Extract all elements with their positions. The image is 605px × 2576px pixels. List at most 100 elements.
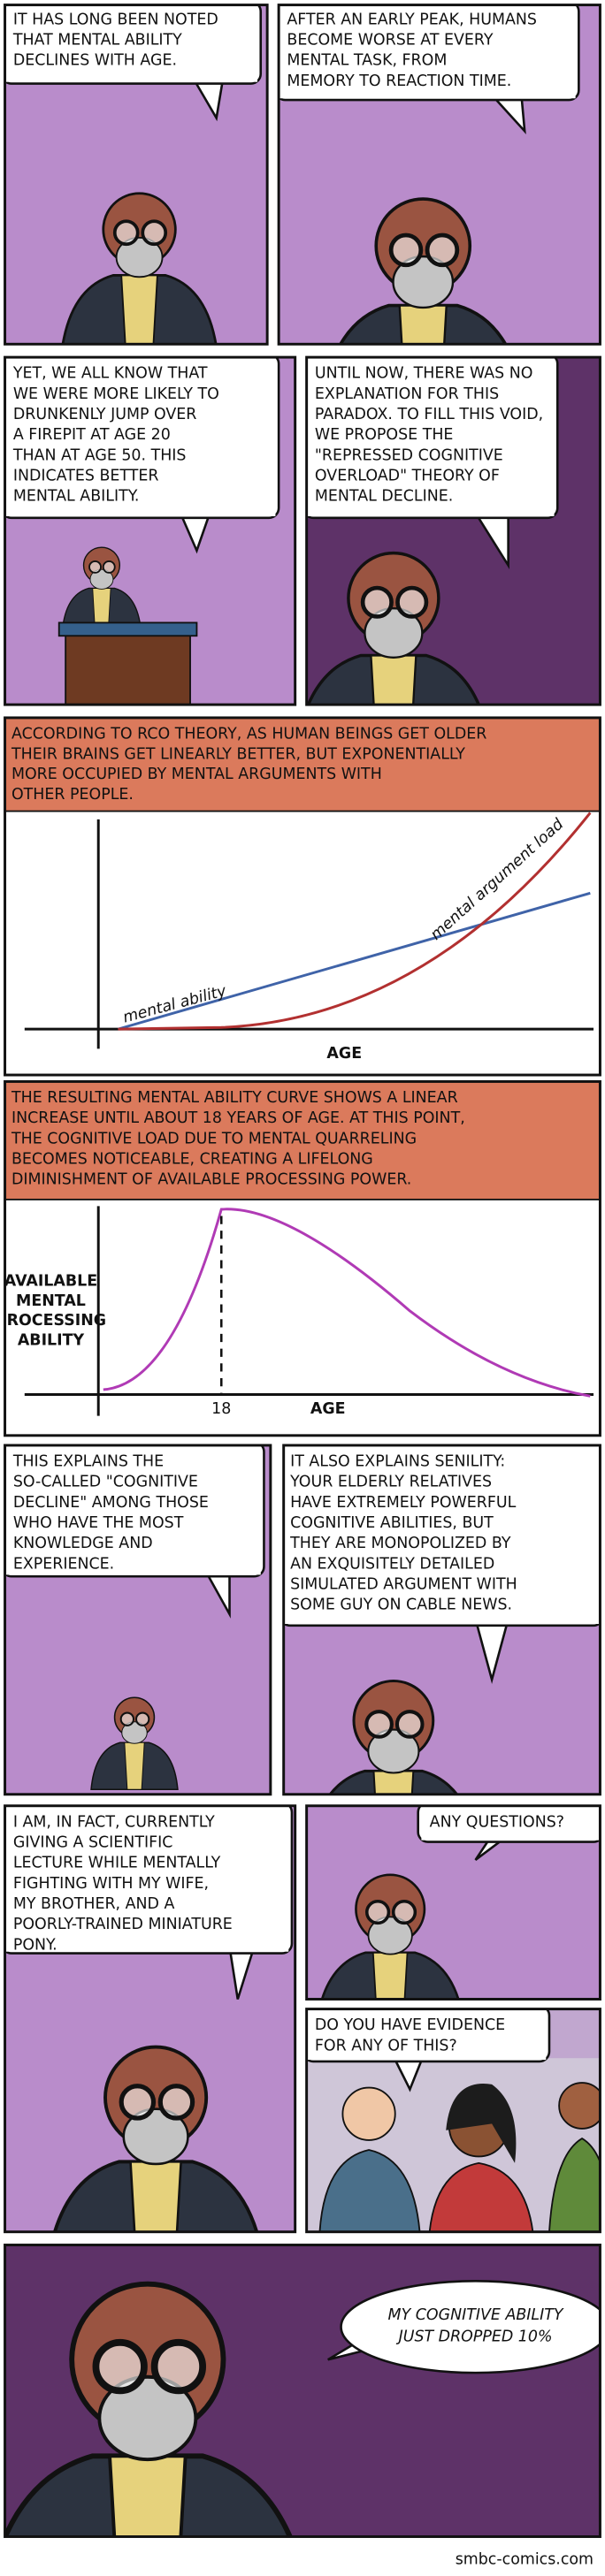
caption-line: A FIREPIT AT AGE 20 <box>13 426 171 444</box>
panel-border <box>4 355 297 706</box>
panel-border <box>4 1804 297 2234</box>
caption-line: AVAILABLE <box>4 1273 97 1291</box>
caption-line: FOR ANY OF THIS? <box>315 2037 457 2054</box>
panel: IT ALSO EXPLAINS SENILITY: YOUR ELDERLY R… <box>283 1444 601 1795</box>
audience-body <box>318 2149 421 2232</box>
caption-line: EXPLANATION FOR THIS <box>315 385 499 403</box>
caption-band <box>4 717 601 812</box>
speech-bubble <box>283 1444 601 1627</box>
caption-line: POORLY-TRAINED MINIATURE <box>13 1916 233 1933</box>
caption-line: MENTAL <box>16 1292 86 1310</box>
caption-line: EXPERIENCE. <box>13 1555 114 1573</box>
panel-border <box>282 1444 601 1796</box>
speech-bubble <box>4 357 280 520</box>
panel-border <box>4 1079 601 1437</box>
caption-line: MY BROTHER, AND A <box>13 1895 175 1913</box>
caption-line: MY COGNITIVE ABILITY <box>388 2306 564 2324</box>
speech-bubble <box>4 1805 294 1955</box>
caption-line: AFTER AN EARLY PEAK, HUMANS <box>287 11 537 28</box>
panel: ACCORDING TO RCO THEORY, AS HUMAN BEINGS… <box>4 717 601 1076</box>
caption-line: COGNITIVE ABILITIES, BUT <box>290 1514 494 1532</box>
caption-line: "REPRESSED COGNITIVE <box>315 446 503 464</box>
panel-border <box>305 1804 601 2001</box>
caption-line: IT ALSO EXPLAINS SENILITY: <box>290 1452 505 1470</box>
caption-line: INCREASE UNTIL ABOUT 18 YEARS OF AGE. AT… <box>11 1109 465 1127</box>
panel: ANY QUESTIONS? <box>306 1805 601 2000</box>
caption-line: KNOWLEDGE AND <box>13 1535 153 1552</box>
tail-join <box>4 1947 289 1952</box>
caption-line: JUST DROPPED 10% <box>396 2328 553 2345</box>
x-tick-label: 18 <box>211 1400 231 1418</box>
caption-line: BECOME WORSE AT EVERY <box>287 31 494 49</box>
caption-line: SIMULATED ARGUMENT WITH <box>290 1576 517 1594</box>
caption-line: INDICATES BETTER <box>13 468 159 485</box>
caption-line: OTHER PEOPLE. <box>11 786 134 804</box>
panel: YET, WE ALL KNOW THAT WE WERE MORE LIKELY… <box>4 357 295 705</box>
caption-line: BECOMES NOTICEABLE, CREATING A LIFELONG <box>11 1150 373 1168</box>
caption-line: ABILITY <box>18 1331 85 1349</box>
speech-bubble <box>4 4 263 85</box>
caption-line: THIS EXPLAINS THE <box>12 1452 164 1470</box>
panel-border <box>4 2244 601 2538</box>
x-axis-label: AGE <box>326 1045 362 1063</box>
x-axis-label: AGE <box>310 1400 346 1418</box>
caption-line: WHO HAVE THE MOST <box>13 1514 184 1532</box>
caption-line: DECLINE" AMONG THOSE <box>13 1494 209 1512</box>
panel: MY COGNITIVE ABILITY JUST DROPPED 10% <box>4 2244 601 2576</box>
caption-line: ACCORDING TO RCO THEORY, AS HUMAN BEINGS… <box>11 725 486 743</box>
panel: AFTER AN EARLY PEAK, HUMANS BECOME WORSE … <box>279 4 601 345</box>
caption-line: THEY ARE MONOPOLIZED BY <box>289 1535 511 1552</box>
tail-join <box>4 77 258 82</box>
caption-line: DECLINES WITH AGE. <box>13 52 177 70</box>
caption-line: FIGHTING WITH MY WIFE, <box>13 1875 209 1893</box>
panel-border <box>4 1444 272 1796</box>
panel: THE RESULTING MENTAL ABILITY CURVE SHOWS… <box>0 1081 601 1436</box>
podium-top <box>57 621 198 637</box>
audience-hair <box>446 2084 517 2163</box>
caption-line: OVERLOAD" THEORY OF <box>315 468 500 485</box>
caption-line: SOME GUY ON CABLE NEWS. <box>290 1597 512 1614</box>
caption-line: MEMORY TO REACTION TIME. <box>287 72 511 90</box>
panel-border <box>277 4 601 346</box>
tail-join <box>4 1569 261 1575</box>
panel-border <box>4 716 601 1077</box>
caption-line: IT HAS LONG BEEN NOTED <box>13 11 218 28</box>
tail-join <box>4 511 276 516</box>
speech-bubble <box>306 357 559 520</box>
caption-line: PONY. <box>13 1936 57 1954</box>
speech-bubble <box>4 1444 265 1578</box>
audience-body <box>548 2137 601 2232</box>
caption-line: MENTAL TASK, FROM <box>287 52 447 70</box>
caption-line: WE PROPOSE THE <box>315 426 454 444</box>
speech-bubble <box>340 2280 601 2374</box>
tail-join <box>283 1619 601 1624</box>
caption-line: DIMINISHMENT OF AVAILABLE PROCESSING POW… <box>11 1171 411 1189</box>
caption-line: AN EXQUISITELY DETAILED <box>290 1555 494 1573</box>
argument-load-curve <box>118 812 592 1031</box>
panel: IT HAS LONG BEEN NOTED THAT MENTAL ABILIT… <box>4 4 268 345</box>
tail-join <box>279 93 576 99</box>
panel-border <box>305 355 601 706</box>
caption-line: DRUNKENLY JUMP OVER <box>13 406 197 423</box>
speech-bubble <box>306 2008 551 2063</box>
caption-line: HAVE EXTREMELY POWERFUL <box>290 1494 516 1512</box>
caption-line: DO YOU HAVE EVIDENCE <box>315 2016 505 2034</box>
caption-line: UNTIL NOW, THERE WAS NO <box>315 365 533 383</box>
caption-line: PROCESSING <box>0 1312 106 1330</box>
caption-line: MENTAL ABILITY. <box>13 488 140 506</box>
panel: DO YOU HAVE EVIDENCE FOR ANY OF THIS? <box>306 2008 601 2232</box>
speech-bubble <box>417 1805 601 1843</box>
caption-line: YOUR ELDERLY RELATIVES <box>289 1474 492 1491</box>
caption-line: LECTURE WHILE MENTALLY <box>13 1855 221 1872</box>
caption-line: THAT MENTAL ABILITY <box>12 31 182 49</box>
panel-border <box>305 2008 601 2234</box>
panel: I AM, IN FACT, CURRENTLY GIVING A SCIENTI… <box>4 1805 295 2281</box>
caption-line: MORE OCCUPIED BY MENTAL ARGUMENTS WITH <box>11 766 382 783</box>
tail-join <box>306 511 555 516</box>
caption-line: THE RESULTING MENTAL ABILITY CURVE SHOWS… <box>11 1089 458 1107</box>
caption-line: ANY QUESTIONS? <box>430 1813 564 1831</box>
caption-line: THEIR BRAINS GET LINEARLY BETTER, BUT EX… <box>11 745 465 763</box>
caption-line: I AM, IN FACT, CURRENTLY <box>13 1813 215 1831</box>
caption-band <box>4 1081 601 1200</box>
tail-join <box>421 1835 601 1841</box>
